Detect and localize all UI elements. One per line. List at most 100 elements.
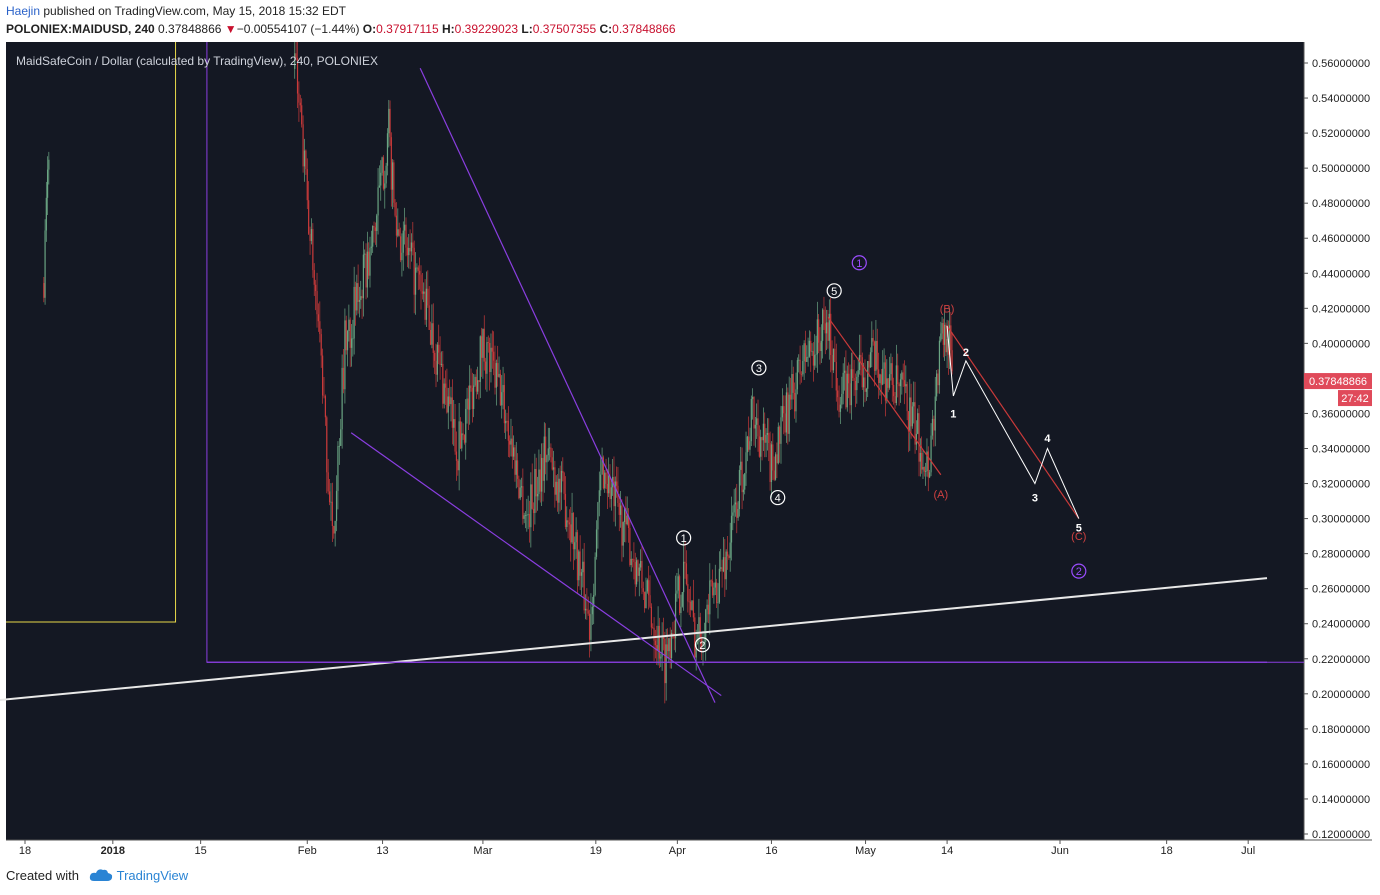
high-label: H:: [442, 22, 455, 36]
candle-body: [725, 551, 727, 580]
tradingview-cloud-icon: [89, 868, 113, 885]
candle-body: [424, 291, 426, 320]
candle-body: [732, 512, 734, 516]
price-chart[interactable]: 1 2 3 4 5 1 2 (B) (A) (C) 1 2 3 4 5 0.56000000 0.540000…: [0, 42, 1380, 860]
candle-body: [545, 436, 547, 463]
candle-body: [564, 493, 567, 527]
candle-body: [702, 642, 704, 647]
candle-body: [808, 340, 811, 357]
candle-body: [348, 319, 350, 331]
candle-body: [687, 584, 689, 602]
candle-body: [781, 406, 783, 418]
candle-body: [749, 441, 751, 450]
candle-body: [439, 352, 441, 365]
plot-area[interactable]: [6, 42, 1304, 840]
candle-body: [535, 468, 537, 497]
ohlc-bar: POLONIEX:MAIDUSD, 240 0.37848866 ▼−0.005…: [6, 22, 676, 36]
candle-body: [907, 411, 910, 432]
wave-label: 4: [1044, 433, 1051, 445]
close-value: 0.37848866: [612, 22, 676, 36]
candle-body: [423, 291, 425, 294]
candle-body: [668, 638, 670, 652]
candle-body: [451, 397, 453, 428]
candle-body: [838, 397, 840, 412]
candle-body: [473, 385, 475, 409]
candle-body: [613, 476, 615, 507]
tradingview-link[interactable]: TradingView: [116, 868, 189, 883]
candle-body: [701, 637, 703, 647]
candle-body: [814, 354, 816, 366]
candle-body: [656, 645, 658, 651]
candle-body: [818, 319, 820, 343]
candle-body: [526, 514, 528, 516]
candle-body: [649, 595, 651, 607]
high-value: 0.39229023: [454, 22, 519, 36]
candle-body: [640, 560, 642, 568]
candle-body: [764, 423, 766, 443]
candle-body: [385, 165, 387, 184]
candle-body: [559, 478, 561, 493]
candle-body: [694, 617, 696, 658]
candle-body: [361, 296, 363, 299]
x-axis-ticks: 18 2018 15 Feb 13 Mar 19 Apr 16 May 14 Jun 18 Jul: [19, 840, 1255, 857]
candle-body: [709, 580, 711, 615]
candle-body: [330, 501, 332, 503]
candle-body: [389, 108, 391, 138]
candle-body: [356, 283, 358, 311]
candle-body: [650, 606, 652, 628]
candle-body: [431, 323, 433, 345]
candle-body: [354, 286, 357, 311]
candle-body: [519, 487, 521, 499]
candle-body: [772, 444, 774, 471]
candle-body: [787, 392, 789, 434]
candle-body: [444, 383, 447, 388]
candle-body: [46, 169, 49, 198]
time-axis[interactable]: [6, 840, 1372, 858]
candle-body: [45, 197, 47, 231]
candle-body: [443, 383, 445, 404]
candle-body: [695, 643, 697, 658]
candle-body: [384, 183, 386, 189]
candle-body: [674, 593, 677, 639]
candle-body: [427, 288, 429, 306]
candle-body: [466, 398, 468, 409]
candle-body: [506, 420, 508, 422]
candle-body: [634, 562, 636, 585]
candle-body: [827, 322, 829, 341]
candle-body: [618, 503, 620, 515]
candle-body: [792, 374, 794, 393]
candle-body: [830, 313, 832, 356]
candle-body: [744, 473, 746, 490]
candle-body: [587, 610, 589, 614]
candle-body: [850, 369, 852, 406]
candle-body: [811, 351, 813, 353]
candle-body: [434, 352, 436, 361]
last-price: 0.37848866: [158, 22, 222, 36]
created-with-label: Created with: [6, 868, 79, 883]
candle-body: [337, 446, 339, 491]
candle-body: [458, 421, 460, 471]
candle-body: [522, 486, 524, 519]
candle-body: [940, 333, 942, 341]
price-axis[interactable]: [1304, 42, 1372, 840]
candle-body: [740, 461, 742, 470]
candle-body: [609, 475, 611, 500]
candle-body: [393, 162, 395, 203]
y-tick-label: 0.54000000: [1312, 93, 1370, 105]
candle-body: [724, 557, 726, 580]
candle-body: [645, 591, 647, 608]
candle-body: [416, 267, 418, 269]
candle-body: [642, 588, 644, 592]
y-tick-label: 0.42000000: [1312, 303, 1370, 315]
candle-body: [875, 340, 877, 371]
candle-body: [662, 635, 665, 640]
candle-body: [834, 348, 836, 362]
candle-body: [586, 608, 588, 611]
candle-body: [571, 512, 573, 543]
candle-body: [742, 489, 744, 493]
candle-body: [863, 377, 865, 388]
candle-body: [333, 525, 335, 534]
author-link[interactable]: Haejin: [6, 4, 41, 18]
y-tick-label: 0.46000000: [1312, 233, 1370, 245]
candle-body: [370, 246, 372, 248]
